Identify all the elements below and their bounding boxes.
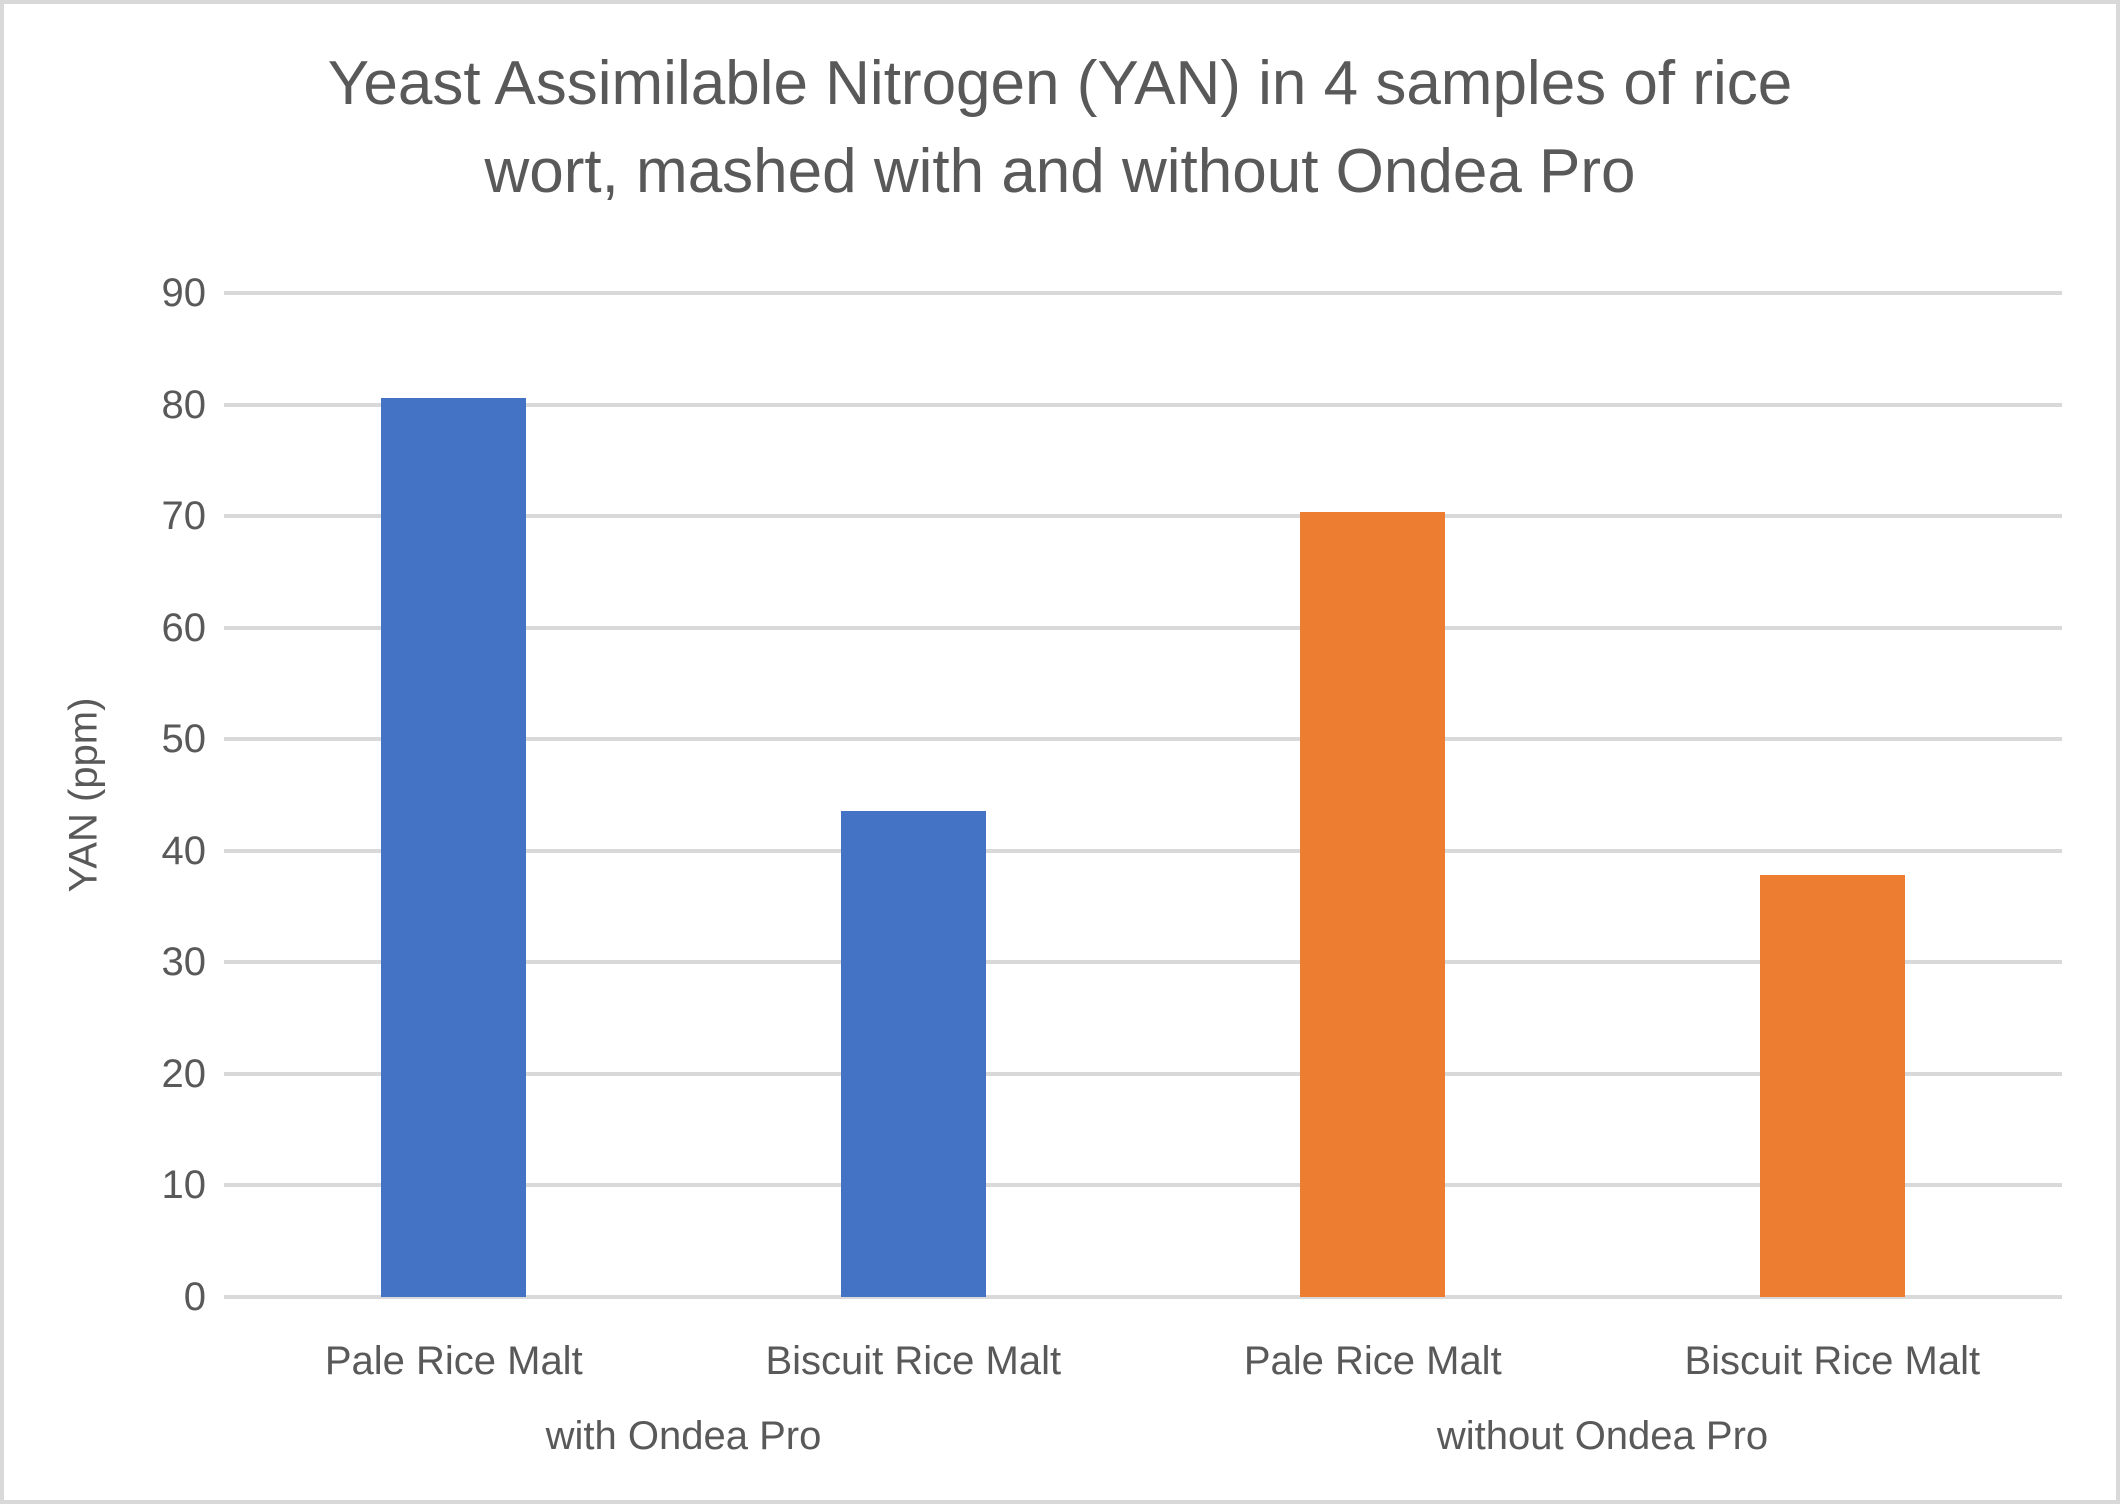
- gridline-80: [224, 402, 2062, 407]
- bar-3-pale-rice-malt-without-ondea-pro: [1300, 511, 1446, 1297]
- x-category-label-1-pale-rice-malt: Pale Rice Malt: [324, 1339, 583, 1383]
- y-tick-label-40: 40: [161, 828, 207, 873]
- x-category-label-4-biscuit-rice-malt: Biscuit Rice Malt: [1684, 1339, 1981, 1383]
- y-tick-label-30: 30: [161, 940, 207, 985]
- y-tick-label-70: 70: [161, 494, 207, 539]
- gridline-20: [224, 1071, 2062, 1076]
- y-tick-label-0: 0: [183, 1275, 206, 1319]
- chart-title-line2: wort, mashed with and without Ondea Pro: [484, 137, 1636, 206]
- x-category-label-2-biscuit-rice-malt: Biscuit Rice Malt: [765, 1339, 1062, 1383]
- gridline-40: [224, 848, 2062, 853]
- gridline-50: [224, 737, 2062, 742]
- y-tick-label-90: 90: [161, 271, 207, 315]
- x-group-label-without-ondea-pro: without Ondea Pro: [1436, 1414, 1769, 1458]
- gridline-10: [224, 1183, 2062, 1188]
- y-tick-label-20: 20: [161, 1051, 207, 1096]
- bar-2-biscuit-rice-malt-with-ondea-pro: [840, 810, 986, 1297]
- chart-title-line1: Yeast Assimilable Nitrogen (YAN) in 4 sa…: [327, 49, 1793, 118]
- gridline-90: [224, 291, 2062, 295]
- y-tick-label-80: 80: [161, 382, 207, 427]
- gridline-60: [224, 625, 2062, 630]
- bar-1-pale-rice-malt-with-ondea-pro: [381, 397, 527, 1297]
- x-axis-line: [224, 1295, 2062, 1299]
- chart-title: Yeast Assimilable Nitrogen (YAN) in 4 sa…: [4, 40, 2116, 216]
- y-tick-label-60: 60: [161, 605, 207, 650]
- y-tick-label-50: 50: [161, 717, 207, 762]
- x-category-label-3-pale-rice-malt: Pale Rice Malt: [1243, 1339, 1502, 1383]
- x-group-label-with-ondea-pro: with Ondea Pro: [545, 1414, 822, 1458]
- gridline-30: [224, 960, 2062, 965]
- gridline-70: [224, 514, 2062, 519]
- bar-4-biscuit-rice-malt-without-ondea-pro: [1759, 875, 1905, 1297]
- y-tick-label-10: 10: [161, 1163, 207, 1208]
